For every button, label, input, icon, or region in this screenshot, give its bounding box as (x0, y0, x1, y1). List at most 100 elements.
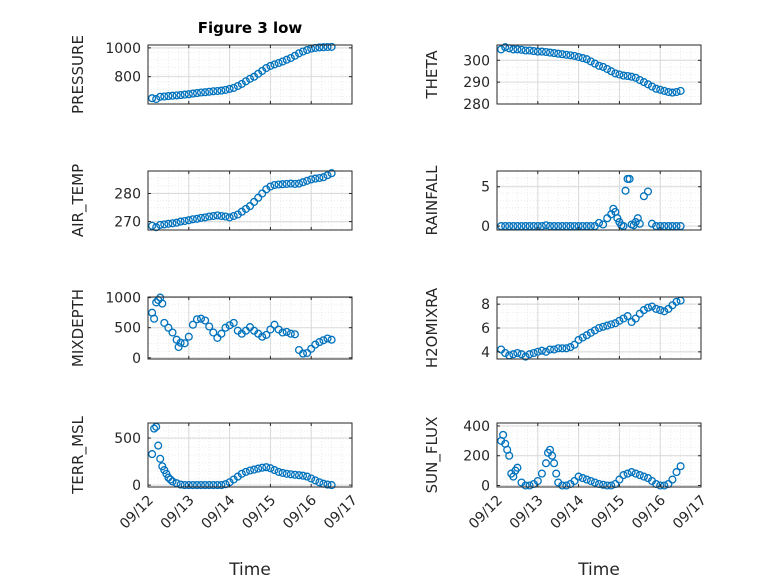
y-tick-label: 0 (481, 219, 490, 235)
data-point (672, 87, 681, 97)
data-point (582, 331, 591, 340)
data-point (599, 220, 608, 229)
data-point (176, 480, 185, 489)
data-point (160, 318, 169, 327)
data-point (201, 481, 210, 490)
data-point (286, 329, 295, 338)
data-point (635, 75, 644, 85)
data-point (513, 348, 522, 358)
y-axis-label: THETA (423, 50, 441, 100)
data-point (676, 86, 685, 95)
data-point (241, 77, 250, 86)
data-point (196, 88, 206, 97)
data-point (245, 74, 255, 83)
data-point (639, 78, 648, 87)
data-point (652, 84, 661, 93)
data-point (258, 332, 267, 341)
data-point (643, 80, 653, 89)
y-tick-label: 200 (463, 449, 490, 465)
y-tick-label: 4 (481, 345, 490, 361)
data-point (250, 465, 259, 474)
data-point (192, 481, 202, 490)
data-point (303, 348, 312, 358)
x-tick-label: 09/14 (199, 492, 239, 532)
data-point (164, 92, 173, 101)
x-tick-label: 09/14 (548, 492, 588, 532)
x-tick-label: 09/15 (588, 493, 628, 533)
data-point (586, 476, 595, 486)
x-tick-label: 09/16 (629, 492, 669, 532)
data-point (278, 180, 287, 189)
data-point (205, 212, 214, 221)
data-point (156, 220, 165, 229)
data-point (188, 320, 197, 329)
data-point (521, 481, 530, 490)
y-tick-label: 500 (114, 321, 141, 337)
data-point (505, 451, 514, 460)
data-point (529, 47, 538, 56)
data-point (319, 173, 328, 182)
data-point (647, 82, 657, 91)
data-point (205, 87, 214, 96)
data-point (327, 481, 336, 490)
data-point (270, 320, 279, 329)
data-point (184, 332, 193, 341)
data-point (160, 220, 169, 229)
data-point (245, 466, 255, 475)
x-tick-label: 09/15 (239, 493, 279, 533)
data-point (327, 335, 336, 344)
data-point (156, 454, 165, 463)
data-point (278, 328, 287, 337)
data-point (562, 481, 571, 490)
data-point (541, 47, 551, 57)
data-point (517, 45, 526, 54)
data-point (196, 481, 206, 490)
data-point (552, 469, 561, 478)
data-point (237, 79, 246, 88)
data-point (570, 340, 579, 349)
data-point (562, 344, 571, 353)
y-tick-label: 400 (463, 419, 490, 435)
data-point (319, 43, 328, 52)
data-point (196, 314, 206, 323)
data-point (168, 219, 177, 228)
data-point (213, 86, 222, 96)
data-point (262, 63, 271, 73)
data-point (176, 217, 185, 226)
data-point (266, 464, 275, 473)
data-point (652, 304, 661, 313)
data-point (611, 319, 620, 328)
data-point (282, 469, 291, 478)
data-point (619, 314, 628, 323)
data-point (274, 467, 283, 476)
y-axis-label: H2OMIXRA (423, 287, 441, 368)
data-point (660, 481, 669, 490)
y-tick-label: 6 (481, 321, 490, 337)
data-point (647, 302, 657, 311)
y-axis-label: AIR_TEMP (69, 164, 88, 237)
data-point (196, 213, 206, 222)
y-tick-label: 300 (463, 53, 490, 69)
data-point (672, 297, 681, 306)
data-point (315, 338, 324, 347)
x-tick-label: 09/16 (280, 492, 320, 532)
subplot-h2omixra: 4 6 8 H2OMIXRA (423, 287, 702, 368)
data-point (307, 474, 316, 483)
data-point (582, 55, 591, 64)
data-point (607, 320, 616, 329)
data-point (225, 84, 234, 93)
data-point (150, 314, 159, 323)
data-point (282, 327, 291, 336)
data-point (150, 424, 159, 433)
data-point (562, 50, 571, 59)
data-point (550, 345, 559, 354)
data-point (274, 180, 283, 189)
data-point (619, 471, 628, 480)
data-point (607, 481, 616, 490)
data-point (282, 55, 291, 64)
data-point (233, 81, 242, 91)
y-axis-label: PRESSURE (69, 35, 87, 114)
data-point (599, 480, 608, 489)
data-point (537, 346, 546, 355)
data-point (168, 91, 177, 100)
